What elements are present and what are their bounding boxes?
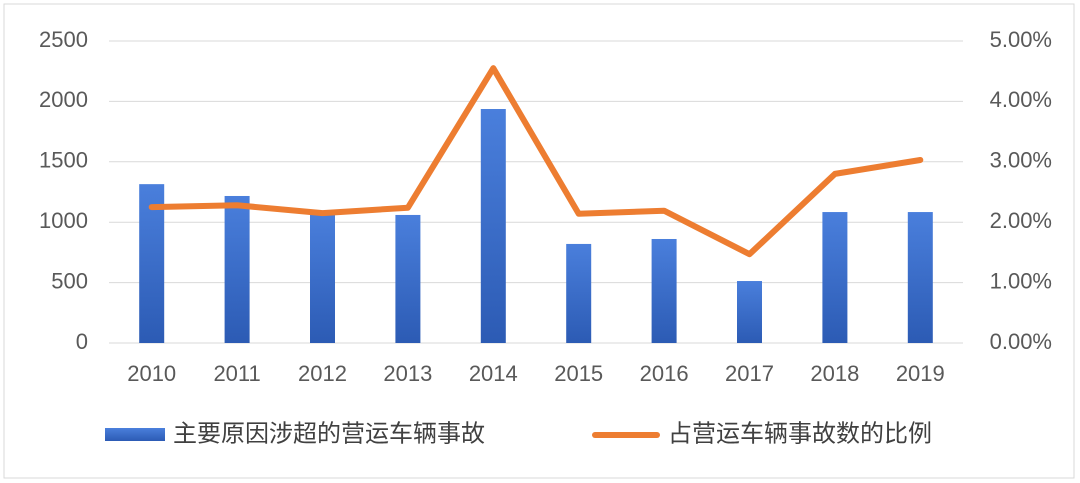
bar [737,281,762,343]
y-tick-label: 2500 [39,27,88,52]
bar [566,243,592,343]
legend-label: 占营运车辆事故数的比例 [668,420,932,447]
bar [395,214,421,343]
y2-tick-label: 3.00% [990,148,1052,173]
bar [310,213,335,343]
y-tick-label: 1000 [39,208,88,233]
x-tick-label: 2010 [127,361,176,386]
chart-border [3,3,1075,479]
legend-swatch [105,428,165,441]
y2-tick-label: 1.00% [990,268,1052,293]
line [148,65,924,258]
bar [651,238,677,343]
y2-tick-label: 2.00% [990,208,1052,233]
bar [480,109,506,343]
x-tick-label: 2016 [640,361,689,386]
y2-tick-label: 5.00% [990,27,1052,52]
x-tick-label: 2017 [725,361,774,386]
bar [224,195,250,343]
bar [822,212,848,343]
bar [139,184,165,343]
y-tick-label: 0 [76,329,88,354]
x-tick-label: 2012 [298,361,347,386]
x-tick-label: 2018 [810,361,859,386]
x-tick-label: 2019 [896,361,945,386]
x-tick-label: 2014 [469,361,518,386]
y-tick-label: 2000 [39,87,88,112]
bar [907,212,933,343]
y-tick-label: 1500 [39,148,88,173]
legend-label: 主要原因涉超的营运车辆事故 [173,420,485,447]
x-tick-label: 2015 [554,361,603,386]
y2-tick-label: 0.00% [990,329,1052,354]
x-tick-label: 2013 [383,361,432,386]
y-tick-label: 500 [51,268,88,293]
y2-tick-label: 4.00% [990,87,1052,112]
x-tick-label: 2011 [213,361,260,386]
